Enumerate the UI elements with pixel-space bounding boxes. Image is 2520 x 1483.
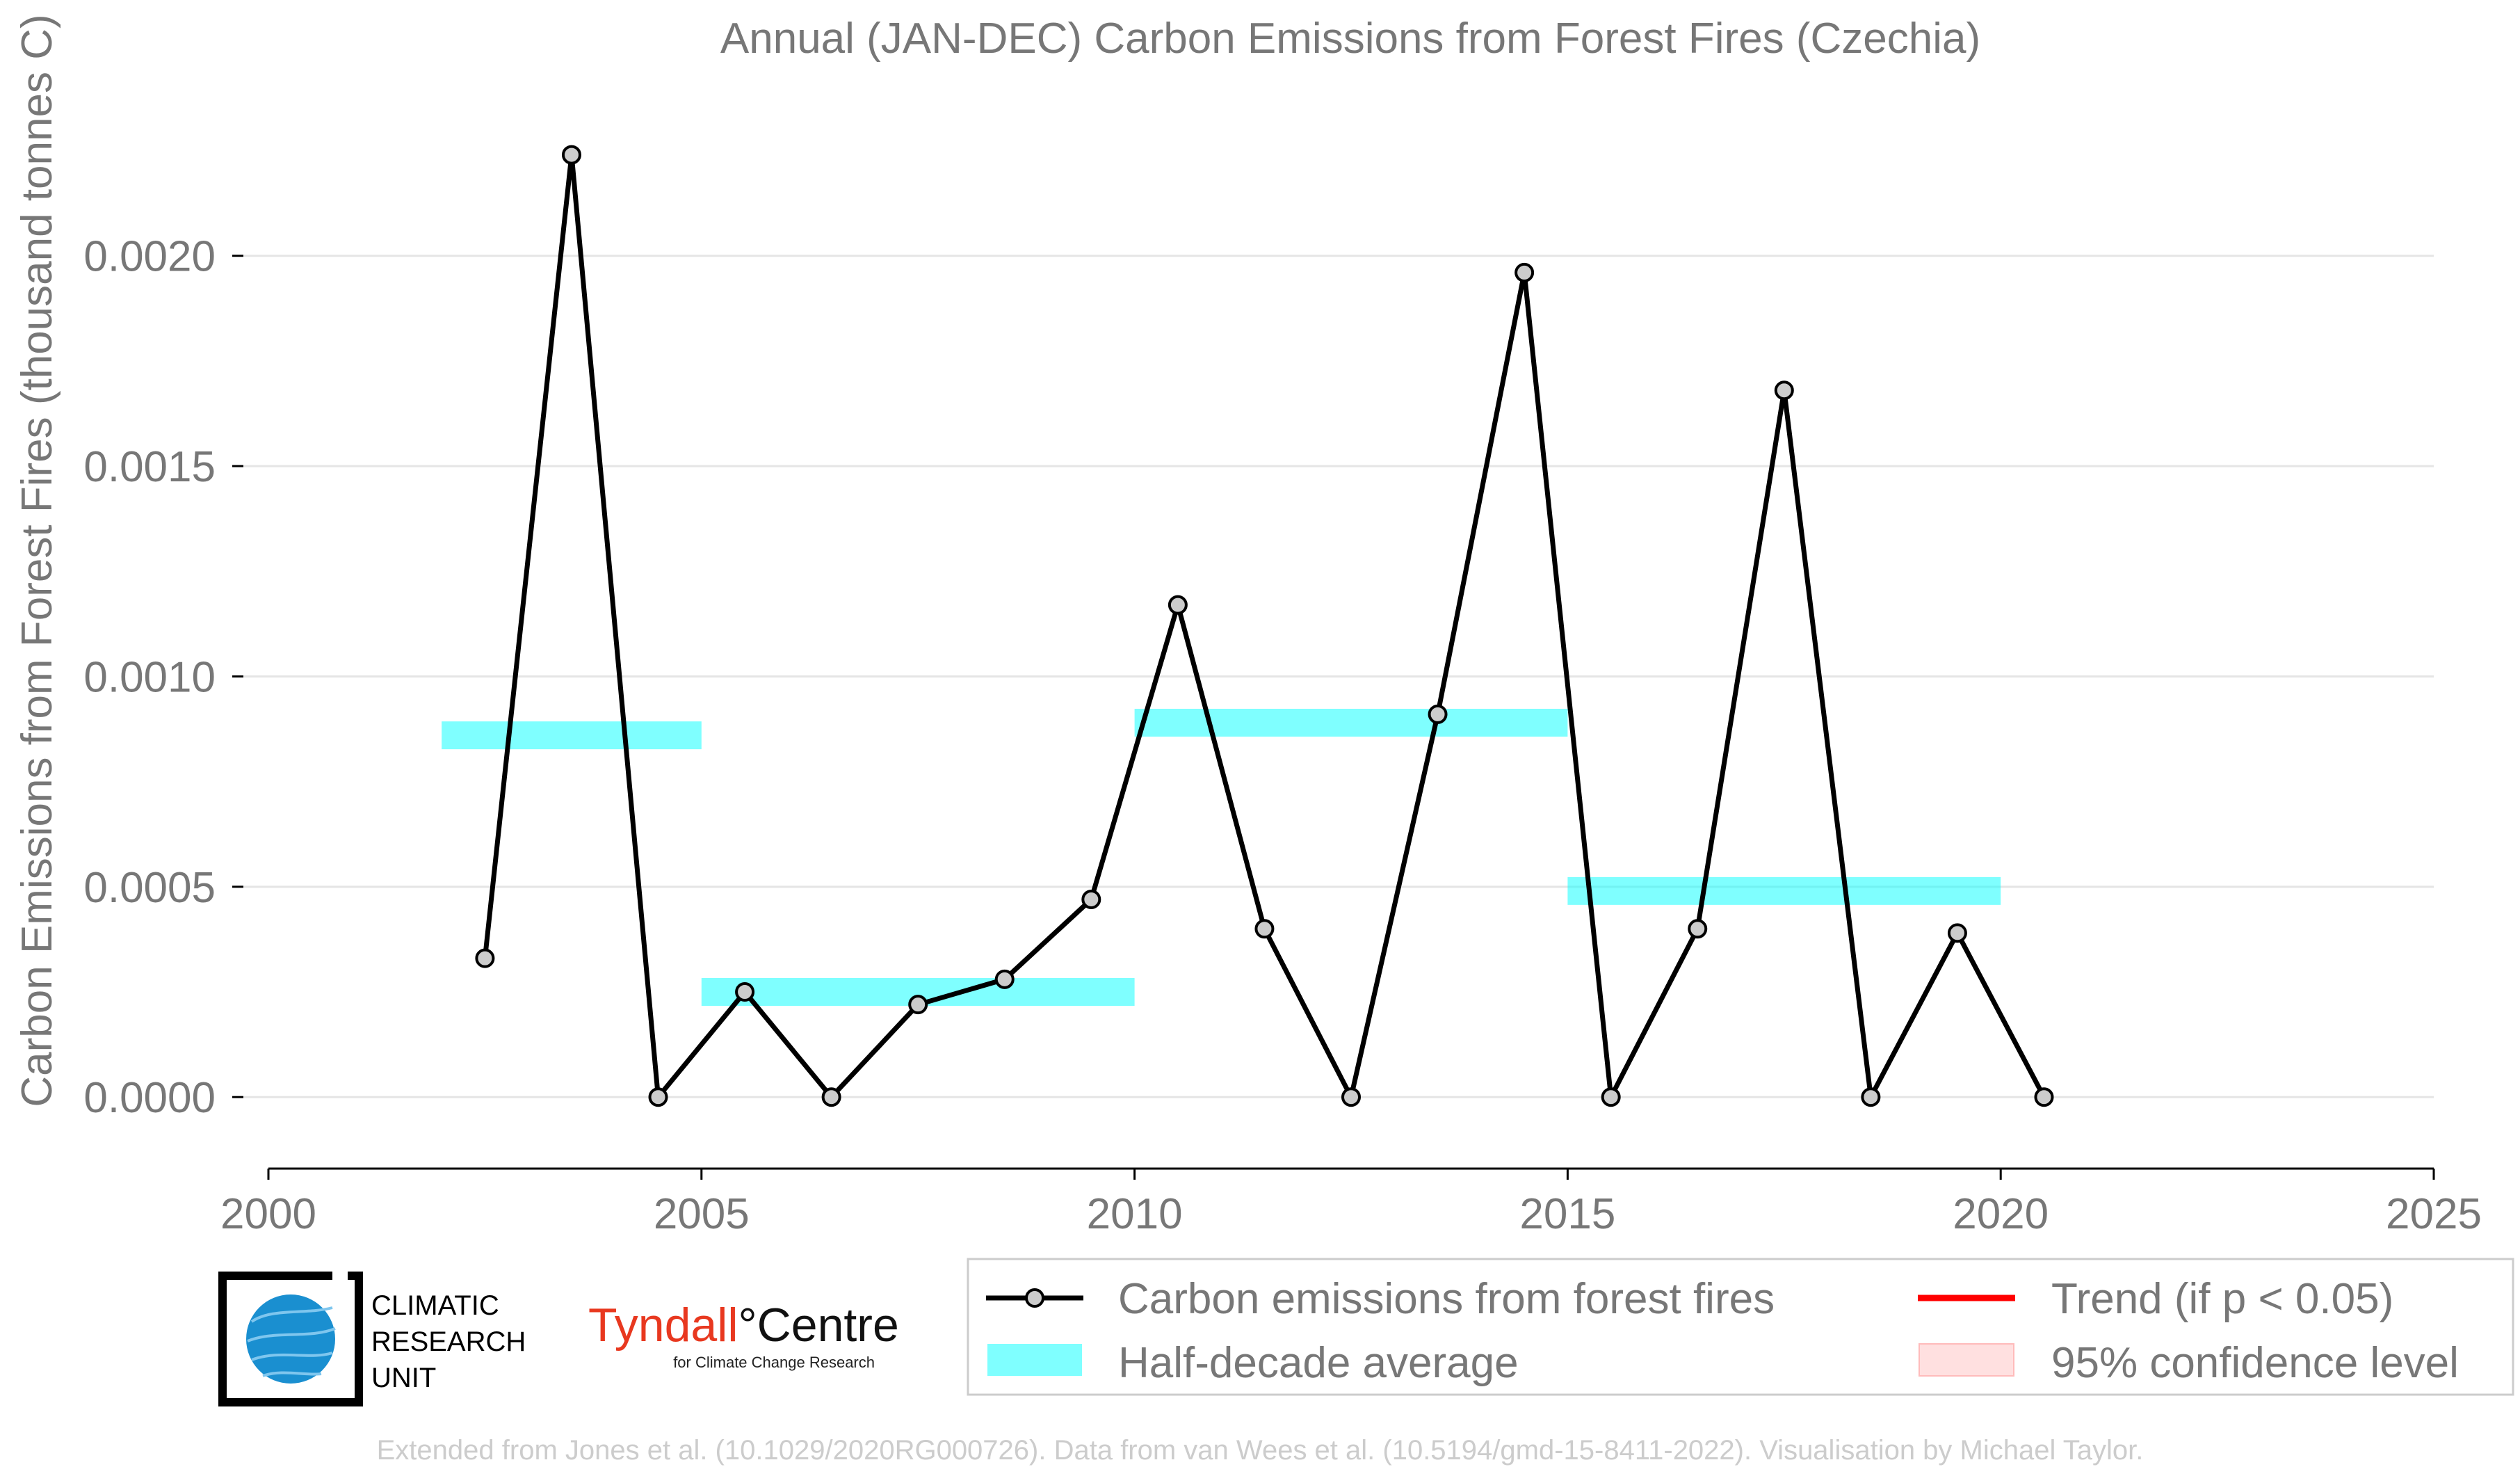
legend-label-confidence: 95% confidence level [2051,1339,2459,1387]
data-point [1168,595,1188,615]
data-point [561,145,581,165]
tyndall-logo-red: Tyndall [588,1299,738,1352]
data-point [1688,919,1708,939]
legend-label-emissions: Carbon emissions from forest fires [1118,1275,1775,1323]
y-tick-label: 0.0010 [83,653,216,701]
data-point [1254,919,1275,939]
legend-frame [967,1258,2514,1396]
svg-text:Tyndall°Centre: Tyndall°Centre [588,1299,899,1352]
series-line [482,152,2046,1100]
y-tick-label: 0.0015 [83,443,216,491]
half-decade-average-bar [1567,876,2001,905]
half-decade-average-bar [1134,708,1568,737]
cru-logo-line-1: CLIMATIC [371,1290,499,1321]
emissions-series [475,145,2054,1107]
legend-label-trend: Trend (if p < 0.05) [2051,1275,2393,1323]
tyndall-logo-subtitle: for Climate Change Research [673,1354,875,1371]
y-tick-label: 0.0000 [83,1074,216,1122]
x-tick-label: 2005 [654,1190,750,1238]
chart-title: Annual (JAN-DEC) Carbon Emissions from F… [720,15,1980,63]
tyndall-logo: Tyndall°Centre for Climate Change Resear… [588,1299,899,1371]
legend-swatch-confidence [1919,1343,2014,1377]
legend-label-average: Half-decade average [1118,1339,1519,1387]
data-point [1515,262,1535,282]
data-point [821,1087,841,1107]
x-axis: 2000 2005 2010 2015 2020 2025 [220,1167,2482,1238]
globe-icon [246,1294,335,1384]
legend-swatch-emissions-marker [1025,1288,1044,1308]
y-tick-label: 0.0020 [83,233,216,281]
data-point [735,982,755,1002]
data-point [2034,1087,2054,1107]
data-point [994,969,1015,989]
data-point [1947,923,1967,943]
cru-logo: CLIMATIC RESEARCH UNIT [218,1272,526,1406]
data-point [908,995,928,1015]
data-point [648,1087,668,1107]
half-decade-average-bar [442,721,702,750]
x-tick-label: 2025 [2386,1190,2482,1238]
data-point [1601,1087,1621,1107]
x-tick-label: 2015 [1519,1190,1615,1238]
y-axis-ticks: 0.0000 0.0005 0.0010 0.0015 0.0020 [83,233,243,1122]
cru-logo-bracket [218,1272,332,1406]
data-point [1861,1087,1881,1107]
y-axis-label: Carbon Emissions from Forest Fires (thou… [13,14,61,1107]
data-point [1081,889,1101,909]
legend: Carbon emissions from forest fires Trend… [967,1258,2514,1396]
x-tick-label: 2020 [1953,1190,2049,1238]
cru-logo-line-2: RESEARCH [371,1326,526,1357]
y-tick-label: 0.0005 [83,864,216,912]
x-tick-label: 2010 [1087,1190,1183,1238]
footer-credits: Extended from Jones et al. (10.1029/2020… [377,1435,2144,1466]
x-tick-label: 2000 [220,1190,316,1238]
cru-logo-bracket-right [250,1272,363,1406]
legend-swatch-average [987,1344,1082,1376]
data-point [1341,1087,1361,1107]
globe-icon-lines [247,1306,336,1377]
data-point [1428,704,1448,724]
data-point [475,948,495,968]
cru-logo-line-3: UNIT [371,1363,436,1393]
grid-lines [241,255,2434,1098]
data-point [1774,380,1794,401]
half-decade-average-bars [442,708,2001,1007]
tyndall-logo-black: °Centre [738,1299,898,1352]
